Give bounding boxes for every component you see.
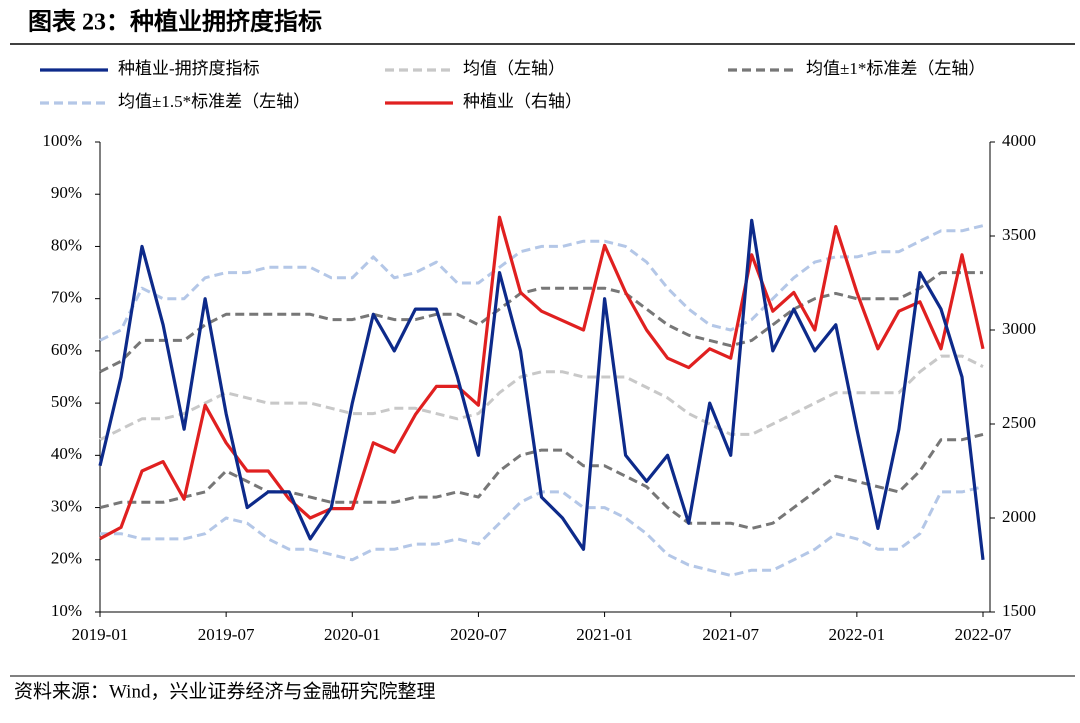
y-tick-label: 80% <box>51 235 82 254</box>
x-tick-label: 2022-01 <box>829 625 886 644</box>
y2-tick-label: 1500 <box>1002 601 1036 620</box>
y-tick-label: 10% <box>51 601 82 620</box>
x-tick-label: 2021-01 <box>576 625 633 644</box>
x-tick-label: 2019-07 <box>198 625 255 644</box>
legend-label: 均值±1*标准差（左轴） <box>806 59 985 78</box>
x-tick-label: 2020-01 <box>324 625 381 644</box>
series-line <box>99 432 984 530</box>
series-line <box>100 485 984 577</box>
y-tick-label: 30% <box>51 496 82 515</box>
x-tick-label: 2021-07 <box>702 625 759 644</box>
x-tick-label: 2019-01 <box>72 625 129 644</box>
y-tick-label: 60% <box>51 340 82 359</box>
series-line <box>99 224 984 342</box>
legend-label: 种植业-拥挤度指标 <box>118 59 260 78</box>
series-line <box>99 271 983 374</box>
y2-tick-label: 4000 <box>1002 131 1036 150</box>
y2-tick-label: 3500 <box>1002 225 1036 244</box>
y2-tick-label: 3000 <box>1002 319 1036 338</box>
chart-title: 图表 23：种植业拥挤度指标 <box>28 8 322 36</box>
y2-tick-label: 2000 <box>1002 507 1036 526</box>
y-tick-label: 90% <box>51 183 82 202</box>
y2-tick-label: 2500 <box>1002 413 1036 432</box>
x-tick-label: 2022-07 <box>955 625 1012 644</box>
series-line <box>98 218 985 560</box>
y-tick-label: 100% <box>42 131 82 150</box>
y-tick-label: 50% <box>51 392 82 411</box>
legend-label: 均值（左轴） <box>463 59 565 78</box>
legend-label: 均值±1.5*标准差（左轴） <box>118 92 310 111</box>
y-tick-label: 20% <box>51 549 82 568</box>
source: 资料来源：Wind，兴业证券经济与金融研究院整理 <box>14 680 435 702</box>
y-tick-label: 70% <box>51 288 82 307</box>
series-line <box>99 215 985 541</box>
y-tick-label: 40% <box>51 444 82 463</box>
legend-label: 种植业（右轴） <box>463 92 582 111</box>
series-line <box>99 354 984 442</box>
x-tick-label: 2020-07 <box>450 625 507 644</box>
